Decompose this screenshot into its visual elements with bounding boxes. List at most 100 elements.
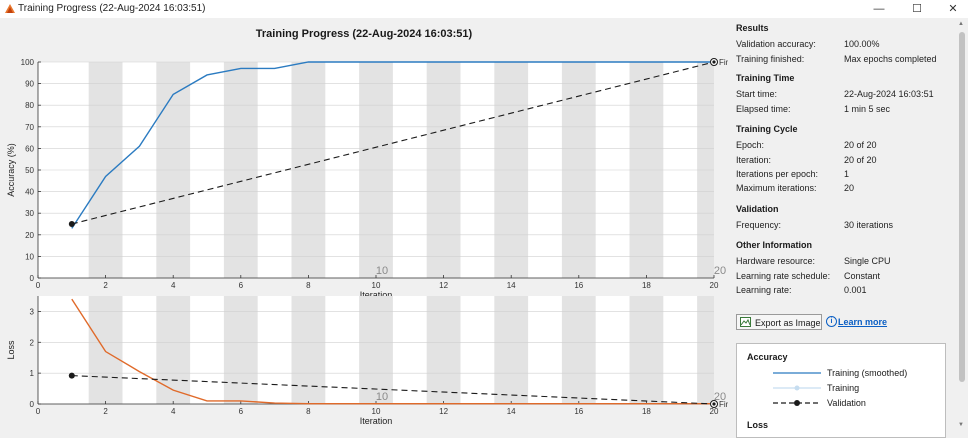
training-finished-value: Max epochs completed [844, 54, 937, 64]
info-panel: Results Validation accuracy: 100.00% Tra… [728, 18, 956, 438]
accuracy-training-line [71, 61, 714, 229]
accuracy-y-tick-label: 100 [21, 58, 35, 67]
scrollbar-thumb[interactable] [959, 32, 965, 382]
maximum-iterations-value: 20 [844, 183, 855, 193]
loss-epoch-band [697, 296, 714, 404]
results-title: Results [736, 23, 769, 33]
legend-training-smoothed: Training (smoothed) [827, 368, 908, 378]
hardware-resource-value: Single CPU [844, 256, 891, 266]
loss-y-tick-label: 0 [30, 400, 35, 409]
accuracy-y-tick-label: 0 [30, 274, 35, 283]
hardware-resource-label: Hardware resource: [736, 256, 816, 266]
minimize-button[interactable]: — [873, 3, 885, 15]
loss-x-axis-label: Iteration [360, 416, 393, 426]
loss-epoch-band [629, 296, 664, 404]
accuracy-final-label: Final [719, 58, 728, 67]
close-button[interactable]: ✕ [948, 3, 958, 15]
loss-epoch-band [223, 296, 258, 404]
loss-epoch-band [156, 296, 191, 404]
accuracy-y-axis-label: Accuracy (%) [6, 143, 16, 197]
loss-epoch-band [494, 296, 529, 404]
accuracy-y-tick-label: 20 [25, 231, 34, 240]
validation-accuracy-label: Validation accuracy: [736, 39, 816, 49]
window-titlebar: Training Progress (22-Aug-2024 16:03:51)… [0, 0, 968, 18]
loss-epoch-band [561, 296, 596, 404]
accuracy-final-point [712, 60, 716, 64]
accuracy-x-tick-label: 10 [372, 281, 381, 290]
loss-y-tick-label: 3 [30, 307, 35, 316]
loss-x-tick-label: 6 [239, 407, 244, 416]
training-time-title: Training Time [736, 73, 795, 83]
accuracy-y-tick-label: 80 [25, 101, 34, 110]
scroll-down-arrow-icon[interactable]: ▼ [958, 422, 964, 428]
window-title: Training Progress (22-Aug-2024 16:03:51) [18, 3, 206, 14]
elapsed-time-label: Elapsed time: [736, 104, 791, 114]
legend-smoothed-swatch [773, 372, 821, 374]
frequency-label: Frequency: [736, 220, 782, 230]
accuracy-y-tick-label: 50 [25, 166, 34, 175]
plot-title: Training Progress (22-Aug-2024 16:03:51) [255, 28, 473, 40]
plots-panel: Training Progress (22-Aug-2024 16:03:51)… [0, 18, 728, 434]
legend-validation-swatch [773, 400, 821, 406]
loss-final-label: Final [719, 400, 728, 409]
scroll-up-arrow-icon[interactable]: ▲ [958, 21, 964, 27]
accuracy-x-tick-label: 14 [507, 281, 516, 290]
iterations-per-epoch-value: 1 [844, 169, 850, 179]
validation-title: Validation [736, 204, 779, 214]
learning-rate-schedule-label: Learning rate schedule: [736, 271, 831, 281]
loss-epoch-band [291, 296, 326, 404]
legend-panel: Accuracy Training (smoothed) Training Va… [736, 343, 946, 438]
loss-x-tick-label: 0 [36, 407, 41, 416]
accuracy-y-tick-label: 90 [25, 80, 34, 89]
accuracy-epoch-label: 10 [376, 265, 388, 277]
loss-final-point [712, 402, 716, 406]
accuracy-x-tick-label: 16 [574, 281, 583, 290]
loss-x-tick-label: 2 [103, 407, 108, 416]
accuracy-y-tick-label: 40 [25, 188, 34, 197]
learning-rate-schedule-value: Constant [844, 271, 881, 281]
legend-loss-title: Loss [747, 420, 769, 430]
loss-training-line [71, 298, 714, 405]
maximum-iterations-label: Maximum iterations: [736, 183, 817, 193]
learning-rate-value: 0.001 [844, 285, 867, 295]
learn-more-link[interactable]: i Learn more [826, 316, 887, 327]
loss-epoch-band [88, 296, 123, 404]
maximize-button[interactable]: ☐ [912, 3, 922, 15]
start-time-value: 22-Aug-2024 16:03:51 [844, 89, 934, 99]
legend-accuracy-title: Accuracy [747, 352, 788, 362]
loss-y-tick-label: 1 [30, 369, 35, 378]
accuracy-x-tick-label: 8 [306, 281, 311, 290]
loss-epoch-label: 10 [376, 391, 388, 403]
loss-validation-line [71, 375, 715, 405]
legend-validation: Validation [827, 398, 866, 408]
other-info-title: Other Information [736, 240, 812, 250]
matlab-app-icon [5, 4, 15, 13]
accuracy-x-tick-label: 20 [710, 281, 719, 290]
accuracy-validation-line [71, 61, 715, 225]
export-image-icon [740, 317, 751, 327]
epoch-value: 20 of 20 [844, 140, 877, 150]
accuracy-x-axis-label: Iteration [360, 290, 393, 300]
export-as-image-button[interactable]: Export as Image [736, 314, 822, 330]
accuracy-epoch-label: 20 [714, 265, 726, 277]
accuracy-x-tick-label: 18 [642, 281, 651, 290]
info-icon: i [826, 316, 837, 327]
loss-epoch-label: 20 [714, 391, 726, 403]
accuracy-validation-point [68, 221, 75, 227]
loss-x-tick-label: 4 [171, 407, 176, 416]
accuracy-x-tick-label: 12 [439, 281, 448, 290]
info-panel-scrollbar[interactable]: ▲ ▼ [956, 18, 968, 434]
loss-x-tick-label: 10 [372, 407, 381, 416]
training-cycle-title: Training Cycle [736, 124, 798, 134]
loss-y-tick-label: 2 [30, 338, 35, 347]
frequency-value: 30 iterations [844, 220, 894, 230]
legend-training-swatch [773, 385, 821, 391]
epoch-label: Epoch: [736, 140, 765, 150]
accuracy-y-tick-label: 30 [25, 209, 34, 218]
loss-x-tick-label: 20 [710, 407, 719, 416]
loss-epoch-band [426, 296, 461, 404]
elapsed-time-value: 1 min 5 sec [844, 104, 891, 114]
accuracy-x-tick-label: 6 [239, 281, 244, 290]
validation-accuracy-value: 100.00% [844, 39, 880, 49]
